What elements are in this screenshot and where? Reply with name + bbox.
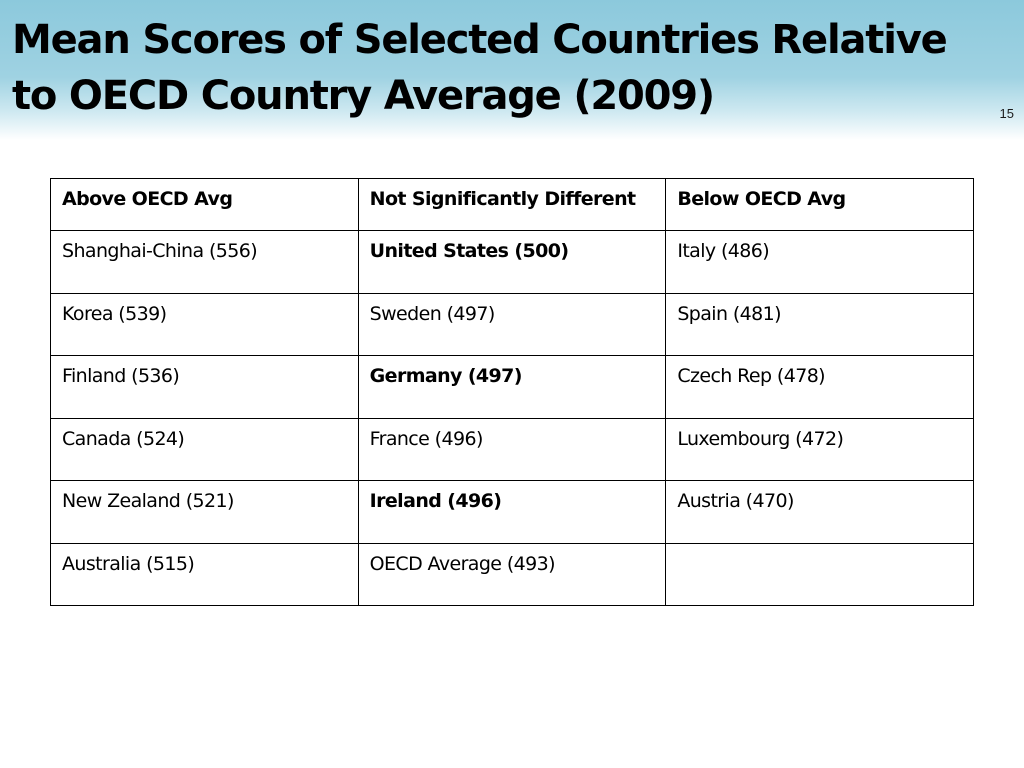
cell-not-different: Germany (497) — [357, 355, 667, 419]
cell-below: Czech Rep (478) — [665, 355, 974, 419]
cell-not-different: OECD Average (493) — [357, 542, 667, 606]
table-row: New Zealand (521) Ireland (496) Austria … — [50, 480, 974, 544]
cell-above: Canada (524) — [50, 417, 359, 481]
table-row: Australia (515) OECD Average (493) — [50, 542, 974, 606]
table-header-row: Above OECD Avg Not Significantly Differe… — [50, 178, 974, 231]
table-row: Shanghai-China (556) United States (500)… — [50, 230, 974, 294]
slide-number: 15 — [999, 106, 1014, 121]
header-not-different: Not Significantly Different — [357, 178, 667, 231]
cell-above: New Zealand (521) — [50, 480, 359, 544]
cell-above: Korea (539) — [50, 292, 359, 356]
slide-title: Mean Scores of Selected Countries Relati… — [12, 17, 948, 119]
cell-above: Finland (536) — [50, 355, 359, 419]
cell-below: Italy (486) — [665, 230, 974, 294]
table-row: Canada (524) France (496) Luxembourg (47… — [50, 417, 974, 481]
title-band — [0, 0, 1024, 140]
cell-below — [665, 542, 974, 606]
cell-not-different: France (496) — [357, 417, 667, 481]
cell-below: Austria (470) — [665, 480, 974, 544]
cell-above: Australia (515) — [50, 542, 359, 606]
cell-below: Spain (481) — [665, 292, 974, 356]
cell-above: Shanghai-China (556) — [50, 230, 359, 294]
table-row: Korea (539) Sweden (497) Spain (481) — [50, 292, 974, 356]
cell-not-different: United States (500) — [357, 230, 667, 294]
table-row: Finland (536) Germany (497) Czech Rep (4… — [50, 355, 974, 419]
cell-not-different: Sweden (497) — [357, 292, 667, 356]
scores-table: Above OECD Avg Not Significantly Differe… — [50, 178, 974, 606]
cell-below: Luxembourg (472) — [665, 417, 974, 481]
header-below-oecd: Below OECD Avg — [665, 178, 974, 231]
cell-not-different: Ireland (496) — [357, 480, 667, 544]
header-above-oecd: Above OECD Avg — [50, 178, 359, 231]
